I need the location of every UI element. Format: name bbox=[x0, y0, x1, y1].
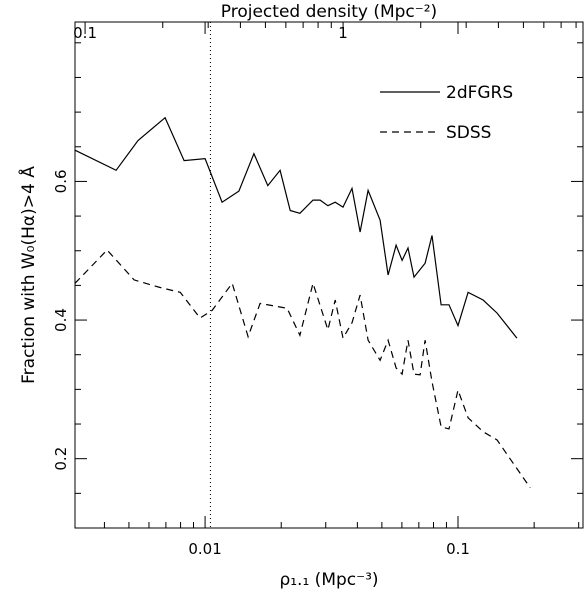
legend-label: SDSS bbox=[446, 123, 491, 143]
y-tick-label: 0.6 bbox=[52, 169, 70, 193]
x-tick-label: 0.01 bbox=[188, 540, 221, 558]
top-x-tick-label: 1 bbox=[338, 24, 348, 42]
top-axis-label: Projected density (Mpc⁻²) bbox=[221, 2, 437, 22]
x-tick-label: 0.1 bbox=[446, 540, 470, 558]
series-line bbox=[74, 249, 531, 489]
y-tick-label: 0.4 bbox=[52, 308, 70, 332]
y-axis-label: Fraction with W₀(Hα)>4 Å bbox=[17, 166, 39, 384]
x-axis-label: ρ₁.₁ (Mpc⁻³) bbox=[279, 570, 378, 590]
y-tick-label: 0.2 bbox=[52, 447, 70, 471]
series-line bbox=[74, 116, 518, 339]
plot-frame bbox=[74, 21, 584, 529]
top-x-tick-label: 0.1 bbox=[73, 24, 97, 42]
legend-label: 2dFGRS bbox=[446, 83, 513, 103]
